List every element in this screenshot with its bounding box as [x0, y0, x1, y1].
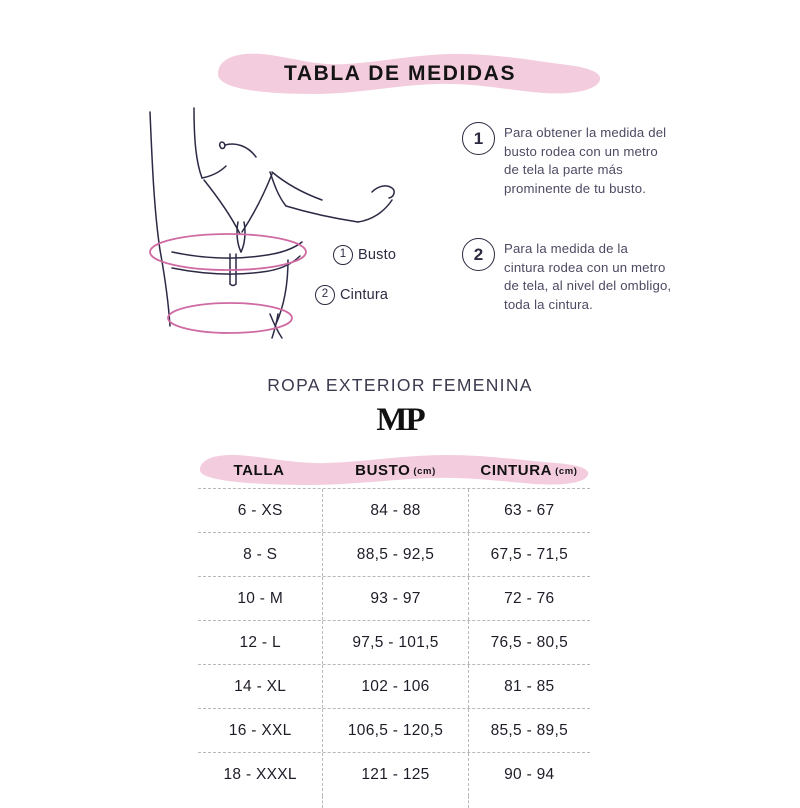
page-title: TABLA DE MEDIDAS	[283, 62, 517, 85]
table-row: 6 - XS 84 - 88 63 - 67	[198, 488, 590, 532]
cell-talla: 12 - L	[198, 621, 324, 664]
cell-cintura: 63 - 67	[504, 501, 555, 519]
cell-busto: 84 - 88	[323, 489, 469, 532]
table-column-divider-tail	[198, 796, 590, 808]
cell-cintura: 76,5 - 80,5	[490, 633, 569, 651]
column-header-cintura-label: CINTURA	[480, 461, 553, 479]
bust-measure-line	[149, 233, 307, 271]
callout-number-2-icon: 2	[315, 285, 335, 305]
table-row: 12 - L 97,5 - 101,5 76,5 - 80,5	[198, 620, 590, 664]
cell-cintura: 81 - 85	[504, 677, 555, 695]
column-header-cintura-unit: (cm)	[555, 465, 578, 477]
cell-talla: 16 - XXL	[198, 709, 324, 752]
cell-cintura: 67,5 - 71,5	[490, 545, 569, 563]
waist-measure-line	[167, 302, 293, 334]
brand-logo: MP	[376, 402, 425, 438]
table-row: 18 - XXXL 121 - 125 90 - 94	[198, 752, 590, 796]
step-2-text: Para la medida de la cintura rodea con u…	[504, 241, 672, 313]
column-header-cintura: CINTURA (cm)	[468, 452, 590, 488]
table-row: 8 - S 88,5 - 92,5 67,5 - 71,5	[198, 532, 590, 576]
cell-talla: 10 - M	[198, 577, 324, 620]
cell-talla: 6 - XS	[198, 489, 324, 532]
title-banner-blob-shape	[218, 53, 601, 94]
callout-busto: 1 Busto	[333, 245, 396, 265]
table-header-blob-shape	[200, 454, 589, 485]
title-banner: TABLA DE MEDIDAS	[196, 50, 604, 98]
instruction-step-1: 1 Para obtener la medida del busto rodea…	[462, 122, 672, 199]
column-header-talla-label: TALLA	[233, 461, 285, 479]
column-header-talla: TALLA	[198, 452, 323, 488]
column-header-busto-label: BUSTO	[355, 461, 411, 479]
callout-cintura: 2 Cintura	[315, 285, 388, 305]
divider-tail-1	[198, 796, 324, 808]
callout-cintura-label: Cintura	[340, 287, 389, 303]
cell-busto: 93 - 97	[323, 577, 469, 620]
cell-talla: 14 - XL	[198, 665, 324, 708]
step-number-1-icon: 1	[462, 122, 495, 155]
section-title: ROPA EXTERIOR FEMENINA	[267, 375, 533, 395]
step-1-text: Para obtener la medida del busto rodea c…	[504, 125, 667, 197]
table-header-row: TALLA BUSTO (cm) CINTURA (cm)	[198, 452, 590, 488]
table-row: 10 - M 93 - 97 72 - 76	[198, 576, 590, 620]
cell-busto: 121 - 125	[323, 753, 469, 796]
callout-number-1-icon: 1	[333, 245, 353, 265]
instruction-step-2: 2 Para la medida de la cintura rodea con…	[462, 238, 672, 315]
column-header-busto: BUSTO (cm)	[323, 452, 468, 488]
cell-busto: 102 - 106	[323, 665, 469, 708]
cell-cintura: 85,5 - 89,5	[490, 721, 569, 739]
cell-busto: 106,5 - 120,5	[323, 709, 469, 752]
cell-cintura: 72 - 76	[504, 589, 555, 607]
cell-talla: 18 - XXXL	[198, 753, 324, 796]
callout-busto-label: Busto	[358, 247, 397, 263]
column-header-busto-unit: (cm)	[413, 465, 436, 477]
step-number-2-icon: 2	[462, 238, 495, 271]
cell-busto: 88,5 - 92,5	[323, 533, 469, 576]
size-table: TALLA BUSTO (cm) CINTURA (cm) 6 - XS 84 …	[198, 452, 590, 808]
divider-tail-3	[469, 796, 590, 808]
divider-tail-2	[323, 796, 469, 808]
table-row: 14 - XL 102 - 106 81 - 85	[198, 664, 590, 708]
female-torso-illustration	[149, 107, 395, 339]
cell-busto: 97,5 - 101,5	[323, 621, 469, 664]
cell-cintura: 90 - 94	[504, 765, 555, 783]
table-row: 16 - XXL 106,5 - 120,5 85,5 - 89,5	[198, 708, 590, 752]
cell-talla: 8 - S	[198, 533, 324, 576]
